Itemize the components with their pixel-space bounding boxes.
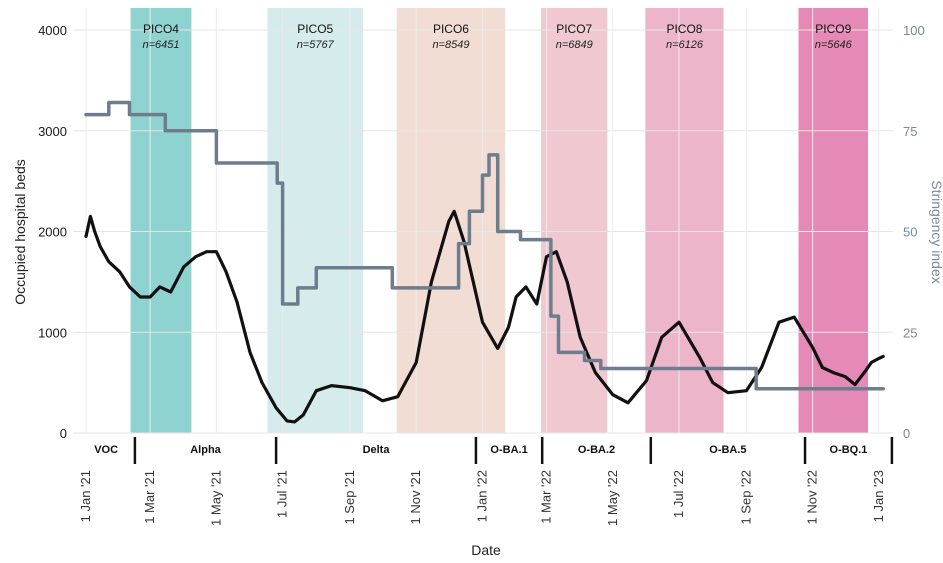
band-label-6: PICO9 — [815, 22, 851, 36]
y-tick-label-1: 1000 — [38, 325, 67, 340]
x-tick-label-4: 1 Sep '21 — [342, 470, 357, 525]
band-n-2: n=5767 — [297, 39, 335, 51]
variant-label-7: O-BQ.1 — [830, 444, 868, 456]
variant-label-2: Alpha — [190, 444, 221, 456]
band-n-1: n=6451 — [142, 39, 179, 51]
variant-strip: VOC Alpha Delta O-BA.1 O-BA.2 O-BA.5 O-BQ.1 — [94, 437, 894, 464]
x-tick-label-11: 1 Nov '22 — [805, 470, 820, 525]
band-label-1: PICO4 — [143, 22, 179, 36]
x-tick-label-10: 1 Sep '22 — [738, 470, 753, 525]
y2-tick-label-1: 25 — [903, 325, 917, 340]
y-tick-label-0: 0 — [60, 426, 67, 441]
band-5 — [645, 8, 724, 433]
x-tick-label-8: 1 May '22 — [605, 470, 620, 526]
x-tick-label-5: 1 Nov '21 — [408, 470, 423, 525]
left-axis-ticks: 0 1000 2000 3000 4000 — [38, 23, 67, 441]
y2-tick-label-2: 50 — [903, 225, 917, 240]
x-axis-title: Date — [471, 542, 501, 558]
band-label-3: PICO6 — [433, 22, 469, 36]
y2-tick-label-3: 75 — [903, 124, 917, 139]
variant-label-1: VOC — [94, 444, 118, 456]
x-tick-label-0: 1 Jan '21 — [78, 470, 93, 522]
band-n-4: n=6849 — [556, 39, 593, 51]
x-tick-label-1: 1 Mar '21 — [142, 470, 157, 524]
band-label-2: PICO5 — [297, 22, 333, 36]
series-lines — [84, 100, 885, 424]
x-axis-ticks: 1 Jan '21 1 Mar '21 1 May '21 1 Jul '21 1 Se… — [78, 470, 886, 526]
variant-label-6: O-BA.5 — [709, 444, 746, 456]
y2-tick-label-0: 0 — [903, 426, 910, 441]
study-period-labels: PICO4 n=6451 PICO5 n=5767 PICO6 n=8549 PICO7 n=… — [142, 22, 852, 51]
band-label-4: PICO7 — [556, 22, 592, 36]
x-tick-label-7: 1 Mar '22 — [539, 470, 554, 524]
x-tick-label-3: 1 Jul '21 — [275, 470, 290, 518]
series-line-1 — [84, 209, 885, 424]
x-tick-label-12: 1 Jan '23 — [871, 470, 886, 522]
band-6 — [798, 8, 869, 433]
band-n-3: n=8549 — [432, 39, 469, 51]
variant-label-5: O-BA.2 — [578, 444, 615, 456]
band-n-6: n=5646 — [815, 39, 853, 51]
band-1 — [130, 8, 192, 433]
x-tick-label-2: 1 May '21 — [208, 470, 223, 526]
y-axis-title: Occupied hospital beds — [12, 159, 28, 305]
y-tick-label-2: 2000 — [38, 225, 67, 240]
band-4 — [541, 8, 608, 433]
y2-axis-title: Stringency index — [929, 180, 943, 284]
variant-label-3: Delta — [363, 444, 391, 456]
x-tick-label-6: 1 Jan '22 — [474, 470, 489, 522]
series-line-2 — [84, 100, 885, 391]
band-label-5: PICO8 — [666, 22, 702, 36]
band-n-5: n=6126 — [666, 39, 704, 51]
y-tick-label-3: 3000 — [38, 124, 67, 139]
y-tick-label-4: 4000 — [38, 23, 67, 38]
variant-label-4: O-BA.1 — [490, 444, 527, 456]
y2-tick-label-4: 100 — [903, 23, 925, 38]
study-period-bands — [130, 8, 869, 433]
right-axis-ticks: 0 25 50 75 100 — [903, 23, 925, 441]
x-tick-label-9: 1 Jul '22 — [671, 470, 686, 518]
